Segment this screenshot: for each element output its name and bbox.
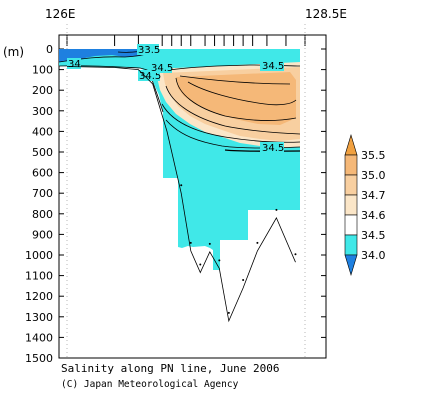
contour-label-34-5-c: 34.5	[262, 61, 284, 72]
colorbar-label-34-5: 34.5	[361, 229, 386, 242]
lon-label-start: 126E	[45, 7, 76, 21]
depth-ticks: 0 100 200 300 400 500 600 700 800 900 1000 1100 1200…	[25, 43, 326, 365]
contour-34-5-top	[158, 64, 301, 73]
contour-35-0	[175, 77, 297, 121]
contour-34-7	[165, 85, 301, 135]
bottom-sample-point	[256, 241, 259, 244]
contour-label-34-5-a: 34.5	[139, 71, 161, 82]
colorbar-label-35-5: 35.5	[361, 149, 386, 162]
colorbar-label-34-0: 34.0	[361, 249, 386, 262]
colorbar-34-6-to-34-7	[344, 194, 358, 216]
depth-tick-label: 100	[32, 64, 53, 77]
colorbar-label-35-0: 35.0	[361, 169, 386, 182]
depth-tick-label: 200	[32, 84, 53, 97]
depth-tick-label: 1400	[25, 331, 53, 344]
bottom-sample-point	[208, 242, 211, 245]
colorbar-cap-bottom	[344, 254, 358, 277]
bottom-sample-point	[275, 208, 278, 211]
chart-title: Salinity along PN line, June 2006	[61, 362, 280, 375]
contour-35-0-top	[179, 75, 291, 85]
colorbar-35-0-to-35-5	[344, 154, 358, 176]
depth-tick-label: 400	[32, 125, 53, 138]
bottom-sample-point	[199, 263, 202, 266]
contour-labels: 33.5 34 34.5 34.5 34.5 34.5	[67, 44, 284, 154]
lon-label-end: 128.5E	[305, 7, 347, 21]
station-markers	[66, 24, 306, 358]
bottom-topography-points	[180, 184, 297, 314]
depth-unit-label: (m)	[3, 45, 24, 59]
depth-tick-label: 900	[32, 228, 53, 241]
bottom-sample-point	[242, 278, 245, 281]
depth-tick-label: 1300	[25, 311, 53, 324]
contour-35-0-upper	[187, 81, 297, 106]
chart-credit: (C) Japan Meteorological Agency	[61, 379, 239, 390]
depth-tick-label: 600	[32, 167, 53, 180]
depth-tick-label: 800	[32, 208, 53, 221]
bottom-sample-point	[294, 253, 297, 256]
colorbar-cap-top	[344, 133, 358, 156]
depth-tick-label: 500	[32, 146, 53, 159]
bottom-sample-point	[180, 184, 183, 187]
colorbar-34-7-to-35-0	[344, 174, 358, 196]
depth-tick-label: 1000	[25, 249, 53, 262]
colorbar-34-5-to-34-6	[344, 214, 358, 236]
depth-tick-label: 1100	[25, 270, 53, 283]
bottom-sample-point	[218, 259, 221, 262]
colorbar: 35.5 35.0 34.7 34.6 34.5 34.0	[344, 133, 386, 277]
depth-tick-label: 700	[32, 187, 53, 200]
depth-tick-label: 1200	[25, 290, 53, 303]
contour-label-34-5-d: 34.5	[262, 143, 284, 154]
bottom-sample-point	[189, 241, 192, 244]
depth-tick-label: 300	[32, 105, 53, 118]
contour-label-34-5-b: 34.5	[151, 63, 173, 74]
colorbar-label-34-7: 34.7	[361, 189, 386, 202]
contour-label-34: 34	[68, 59, 81, 70]
bottom-topography-line	[66, 66, 296, 323]
contour-label-33-5: 33.5	[138, 45, 160, 56]
depth-tick-label: 0	[46, 43, 53, 56]
bottom-sample-point	[227, 311, 230, 314]
colorbar-34-0-to-34-5	[344, 234, 358, 256]
depth-tick-label: 1500	[25, 352, 53, 365]
colorbar-label-34-6: 34.6	[361, 209, 386, 222]
contour-34-5-bottom	[224, 149, 301, 152]
